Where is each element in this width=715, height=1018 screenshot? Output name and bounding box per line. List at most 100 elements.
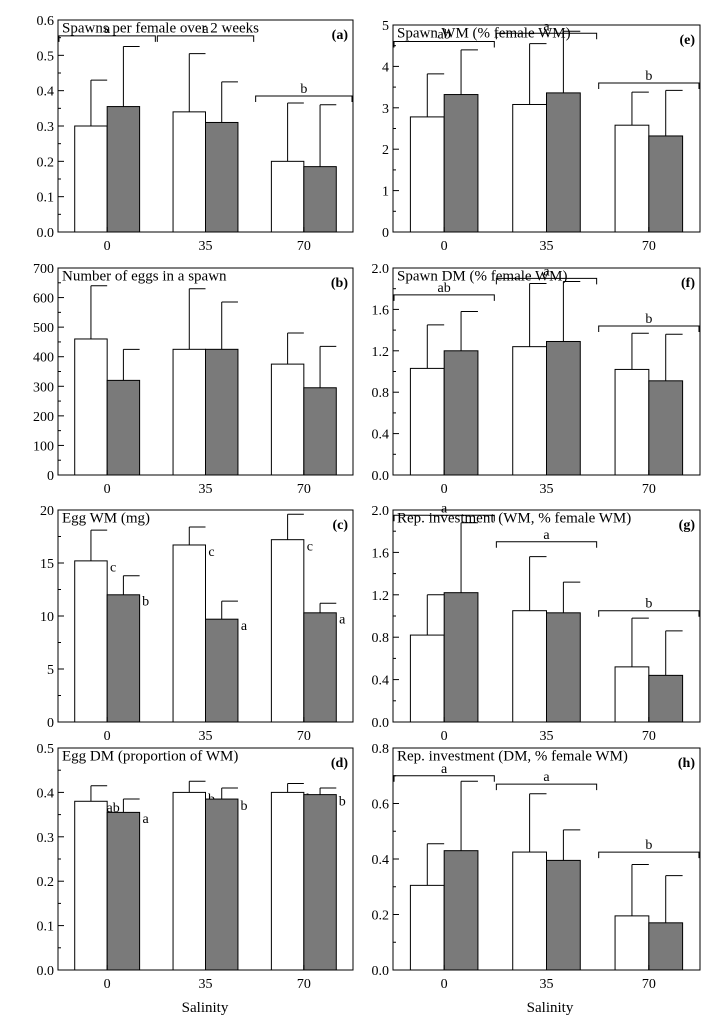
bar (546, 340, 581, 476)
plot-frame (392, 267, 701, 476)
y-tick-label: 0.5 (37, 49, 55, 64)
y-tick-label: 5 (382, 19, 389, 34)
y-tick-label: 100 (33, 439, 54, 454)
panel-label: (e) (679, 33, 695, 48)
y-tick-label: 0.3 (37, 831, 55, 846)
panel-title: Spawns per female over 2 weeks (62, 21, 259, 37)
y-tick-label: 0.8 (372, 742, 390, 757)
plot-frame (392, 747, 701, 971)
y-tick-label: 0.0 (372, 716, 390, 731)
bar (443, 94, 479, 233)
bar (74, 800, 108, 971)
x-tick-label: 70 (642, 729, 656, 744)
bar-label: b (339, 794, 346, 809)
x-tick-label: 35 (540, 482, 554, 497)
bar (303, 794, 337, 971)
plot-frame (57, 19, 354, 233)
bar (512, 346, 547, 476)
y-tick-label: 1.6 (372, 303, 390, 318)
x-tick-label: 35 (199, 977, 213, 992)
bar (74, 560, 108, 723)
y-tick-label: 0.8 (372, 631, 390, 646)
panel-title: Spawn WM (% female WM) (397, 26, 571, 42)
x-tick-label: 0 (441, 482, 448, 497)
bar (512, 103, 547, 233)
bar (443, 850, 479, 971)
plot-frame (392, 509, 701, 723)
x-tick-label: 0 (104, 729, 111, 744)
panel-label: (h) (678, 756, 695, 771)
y-tick-label: 0.4 (372, 674, 390, 689)
x-tick-label: 70 (642, 239, 656, 254)
bracket-label: b (645, 312, 652, 327)
y-tick-label: 700 (33, 262, 54, 277)
y-tick-label: 0.1 (37, 191, 55, 206)
bar (512, 610, 547, 723)
significance-bracket (156, 35, 255, 42)
bracket-label: a (104, 22, 111, 37)
bar (614, 915, 650, 971)
panel-g: Rep. investment (WM, % female WM) (g) 0.0 0… (372, 501, 701, 744)
y-tick-label: 1.6 (372, 546, 390, 561)
y-tick-label: 400 (33, 351, 54, 366)
bar (205, 121, 239, 233)
bar-label: b (142, 595, 149, 610)
significance-bracket (393, 775, 495, 782)
bar (205, 618, 239, 723)
bracket-label: b (645, 838, 652, 853)
y-tick-label: 0.8 (372, 386, 390, 401)
bar (443, 350, 479, 476)
bracket-label: b (645, 597, 652, 612)
panel-label: (f) (681, 276, 695, 291)
panel-b: Number of eggs in a spawn (b) 0 100 200 300 40… (33, 262, 354, 497)
panel-label: (a) (332, 28, 349, 43)
y-tick-label: 0.0 (372, 469, 390, 484)
significance-bracket (255, 95, 353, 102)
panel-title: Egg WM (mg) (62, 511, 150, 527)
bar (106, 811, 141, 971)
y-tick-label: 1.2 (372, 345, 390, 360)
x-tick-label: 35 (540, 239, 554, 254)
y-tick-label: 15 (40, 557, 54, 572)
panel-label: (b) (331, 276, 348, 291)
bar (106, 379, 141, 476)
y-tick-label: 0.3 (37, 120, 55, 135)
y-tick-label: 0.4 (372, 428, 390, 443)
y-tick-label: 0.0 (37, 226, 55, 241)
bar (270, 160, 305, 233)
x-tick-label: 0 (441, 977, 448, 992)
bracket-label: b (645, 69, 652, 84)
y-tick-label: 0 (382, 226, 389, 241)
x-tick-label: 0 (104, 482, 111, 497)
x-axis-label-right: Salinity (527, 1000, 574, 1016)
bar (409, 367, 445, 476)
bar (303, 387, 337, 476)
bar (648, 380, 684, 476)
y-tick-label: 0 (47, 469, 54, 484)
bar (614, 368, 650, 476)
x-tick-label: 70 (297, 239, 311, 254)
panel-title: Rep. investment (DM, % female WM) (397, 749, 628, 765)
x-tick-label: 0 (104, 239, 111, 254)
bar (648, 674, 684, 723)
y-tick-label: 3 (382, 102, 389, 117)
panel-d: Egg DM (proportion of WM) (d) 0.0 0.1 0.2 0.3… (37, 742, 354, 992)
y-tick-label: 0.1 (37, 920, 55, 935)
bar (512, 851, 547, 971)
y-tick-label: 0.6 (37, 14, 55, 29)
significance-bracket (58, 35, 156, 42)
bar (409, 884, 445, 971)
bar (303, 612, 337, 723)
significance-bracket (598, 325, 700, 332)
panel-title: Egg DM (proportion of WM) (62, 749, 238, 765)
bar (270, 363, 305, 476)
y-tick-label: 2 (382, 143, 389, 158)
plot-frame (392, 24, 701, 233)
panel-title: Rep. investment (WM, % female WM) (397, 511, 631, 527)
y-tick-label: 0.5 (37, 742, 55, 757)
bar (546, 612, 581, 723)
bar (106, 594, 141, 723)
bracket-label: a (202, 22, 209, 37)
panel-label: (d) (331, 756, 348, 771)
